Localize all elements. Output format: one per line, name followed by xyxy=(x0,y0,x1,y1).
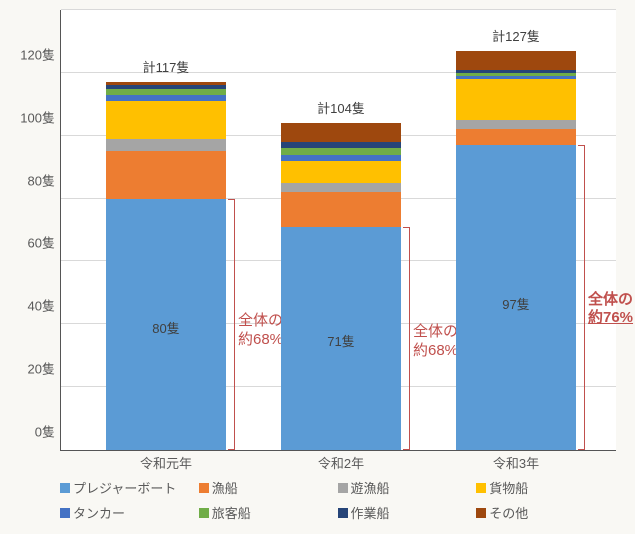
segment-work xyxy=(106,85,226,88)
bracket xyxy=(578,145,585,450)
segment-tanker xyxy=(456,76,576,79)
y-tick-label: 40隻 xyxy=(28,296,55,315)
legend-item-cargo: 貨物船 xyxy=(476,478,615,497)
segment-yūgyosen xyxy=(281,183,401,192)
annotation: 全体の約76% xyxy=(588,291,633,329)
segment-tanker xyxy=(281,155,401,161)
legend-item-tanker: タンカー xyxy=(60,503,199,522)
legend-swatch xyxy=(199,508,209,518)
segment-tanker xyxy=(106,95,226,101)
bar-total-label: 計117隻 xyxy=(143,57,190,76)
legend-swatch xyxy=(199,483,209,493)
segment-cargo xyxy=(106,101,226,139)
grid-line xyxy=(61,9,616,10)
legend-label: 作業船 xyxy=(351,503,390,522)
legend-swatch xyxy=(60,508,70,518)
legend-swatch xyxy=(338,508,348,518)
bracket xyxy=(403,227,410,450)
bar-value-label: 71隻 xyxy=(327,331,354,350)
segment-passenger xyxy=(106,89,226,95)
x-category-label: 令和元年 xyxy=(106,453,226,472)
segment-fishing xyxy=(281,192,401,227)
y-tick-label: 80隻 xyxy=(28,170,55,189)
segment-yūgyosen xyxy=(456,120,576,129)
segment-passenger xyxy=(456,73,576,76)
y-tick-label: 20隻 xyxy=(28,359,55,378)
chart-container: 0隻 20隻 40隻 60隻 80隻 100隻 120隻 140隻 80隻 計117隻令和元年 全体… xyxy=(0,0,635,534)
legend-swatch xyxy=(338,483,348,493)
annotation: 全体の約68% xyxy=(238,312,283,350)
x-category-label: 令和3年 xyxy=(456,453,576,472)
bar-total-label: 計104隻 xyxy=(317,98,365,117)
legend-label: その他 xyxy=(489,503,528,522)
annotation: 全体の約68% xyxy=(413,323,458,361)
legend-label: プレジャーボート xyxy=(73,478,176,497)
legend-item-passenger: 旅客船 xyxy=(199,503,338,522)
segment-passenger xyxy=(281,148,401,154)
legend-label: 漁船 xyxy=(212,478,238,497)
bar-total-label: 計127隻 xyxy=(492,26,540,45)
legend-swatch xyxy=(476,508,486,518)
segment-work xyxy=(456,70,576,73)
segment-yūgyosen xyxy=(106,139,226,152)
legend-swatch xyxy=(476,483,486,493)
legend-item-fishing: 漁船 xyxy=(199,478,338,497)
segment-other xyxy=(106,82,226,85)
legend-label: 旅客船 xyxy=(212,503,251,522)
segment-other xyxy=(281,123,401,142)
legend-swatch xyxy=(60,483,70,493)
x-category-label: 令和2年 xyxy=(281,453,401,472)
segment-work xyxy=(281,142,401,148)
legend-label: 貨物船 xyxy=(489,478,528,497)
segment-other xyxy=(456,51,576,70)
legend-item-other: その他 xyxy=(476,503,615,522)
y-tick-label: 120隻 xyxy=(20,44,55,63)
legend-label: タンカー xyxy=(73,503,125,522)
y-tick-label: 140隻 xyxy=(20,0,55,1)
segment-fishing xyxy=(106,151,226,198)
legend-label: 遊漁船 xyxy=(351,478,390,497)
legend-item-pleasure: プレジャーボート xyxy=(60,478,199,497)
segment-fishing xyxy=(456,129,576,145)
bracket xyxy=(228,199,235,450)
bar-value-label: 80隻 xyxy=(152,318,179,337)
segment-cargo xyxy=(281,161,401,183)
y-tick-label: 100隻 xyxy=(20,107,55,126)
y-tick-label: 0隻 xyxy=(35,422,55,441)
legend-item-work: 作業船 xyxy=(338,503,477,522)
bar-value-label: 97隻 xyxy=(502,294,529,313)
legend-item-yūgyosen: 遊漁船 xyxy=(338,478,477,497)
plot-area: 0隻20隻40隻60隻80隻100隻120隻140隻80隻計117隻令和元年全体… xyxy=(60,10,616,451)
segment-cargo xyxy=(456,79,576,120)
legend: プレジャーボート 漁船 遊漁船 貨物船タンカー 旅客船 作業船 その他 xyxy=(60,478,615,522)
y-tick-label: 60隻 xyxy=(28,233,55,252)
